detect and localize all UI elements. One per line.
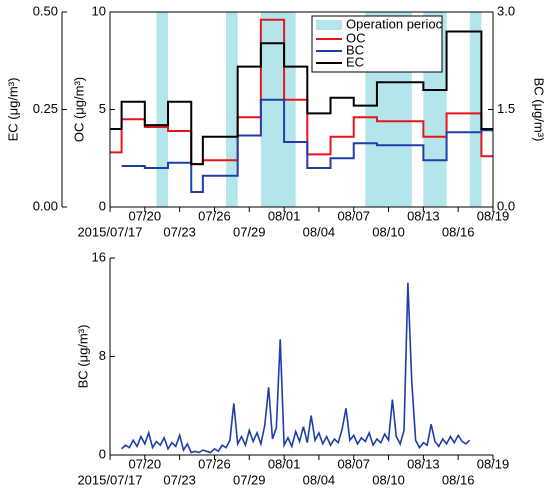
step-line: [121, 98, 493, 194]
x-tick-label: 07/23: [163, 472, 196, 487]
oc-tick-label: 5: [99, 101, 106, 116]
x-tick-label: 08/10: [372, 472, 405, 487]
legend-label: EC: [346, 54, 364, 69]
x-tick-label: 07/20: [129, 456, 162, 471]
ec-tick-label: 0.25: [33, 101, 58, 116]
operation-period: [469, 12, 482, 207]
x-tick-label: 08/04: [303, 224, 336, 239]
x-tick-label: 08/01: [268, 456, 301, 471]
axis-title: BC (μg/m³): [75, 325, 90, 389]
legend-label: Operation perioc: [346, 16, 443, 31]
x-tick-label: 08/01: [268, 208, 301, 223]
operation-period: [156, 12, 169, 207]
x-tick-label: 2015/07/17: [77, 224, 142, 239]
x-tick-label: 08/16: [442, 472, 475, 487]
y-tick-label: 8: [99, 348, 106, 363]
x-tick-label: 08/07: [337, 208, 370, 223]
x-tick-label: 08/19: [477, 456, 510, 471]
ec-tick-label: 0.00: [33, 198, 58, 213]
bc-tick-label: 0.0: [497, 198, 515, 213]
operation-period: [226, 12, 238, 207]
y-tick-label: 0: [99, 446, 106, 461]
x-tick-label: 07/26: [198, 456, 231, 471]
step-line: [110, 30, 493, 166]
legend-label: OC: [346, 30, 366, 45]
bc-tick-label: 1.5: [497, 101, 515, 116]
x-tick-label: 08/07: [337, 456, 370, 471]
x-tick-label: 08/13: [407, 208, 440, 223]
x-tick-label: 08/10: [372, 224, 405, 239]
x-tick-label: 08/19: [477, 208, 510, 223]
bc-tick-label: 3.0: [497, 3, 515, 18]
oc-tick-label: 10: [92, 3, 106, 18]
legend-label: BC: [346, 42, 364, 57]
axis-title: BC (μg/m³): [532, 78, 547, 142]
operation-period: [260, 12, 296, 207]
x-tick-label: 07/29: [233, 224, 266, 239]
x-tick-label: 07/26: [198, 208, 231, 223]
x-tick-label: 2015/07/17: [77, 472, 142, 487]
oc-tick-label: 0: [99, 198, 106, 213]
x-tick-label: 08/16: [442, 224, 475, 239]
x-tick-label: 08/13: [407, 456, 440, 471]
x-tick-label: 07/29: [233, 472, 266, 487]
y-tick-label: 16: [92, 249, 106, 264]
x-tick-label: 07/23: [163, 224, 196, 239]
bc-line: [121, 282, 471, 454]
ec-tick-label: 0.50: [33, 3, 58, 18]
axis-title: OC (μg/m³): [71, 77, 86, 142]
x-tick-label: 07/20: [129, 208, 162, 223]
x-tick-label: 08/04: [303, 472, 336, 487]
axis-title: EC (μg/m³): [5, 78, 20, 142]
legend-swatch: [316, 20, 342, 30]
